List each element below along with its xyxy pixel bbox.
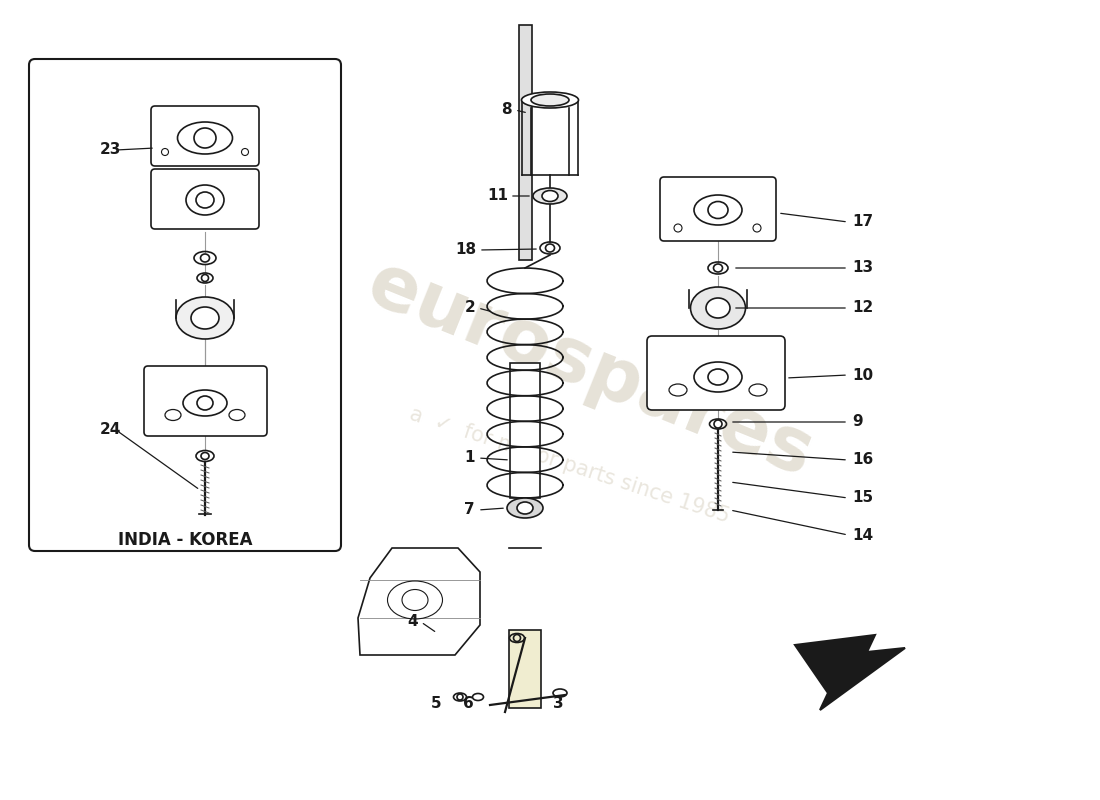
Bar [519, 25, 532, 260]
Text: 24: 24 [100, 422, 121, 438]
FancyBboxPatch shape [660, 177, 776, 241]
Text: 2: 2 [464, 301, 475, 315]
FancyBboxPatch shape [144, 366, 267, 436]
Ellipse shape [191, 307, 219, 329]
Text: 15: 15 [852, 490, 873, 506]
Text: a  ✓  for motor parts since 1985: a ✓ for motor parts since 1985 [407, 404, 733, 526]
Text: 12: 12 [852, 301, 873, 315]
Text: 4: 4 [407, 614, 418, 630]
FancyBboxPatch shape [151, 169, 258, 229]
Text: 9: 9 [852, 414, 862, 430]
Text: 17: 17 [852, 214, 873, 230]
FancyBboxPatch shape [29, 59, 341, 551]
Text: 8: 8 [502, 102, 512, 118]
Ellipse shape [542, 190, 558, 202]
Bar [509, 630, 541, 708]
Text: 3: 3 [552, 695, 563, 710]
Ellipse shape [521, 92, 579, 108]
FancyBboxPatch shape [647, 336, 785, 410]
Text: 1: 1 [464, 450, 475, 466]
Ellipse shape [507, 498, 543, 518]
Text: eurospares: eurospares [356, 247, 824, 493]
Bar [510, 363, 540, 498]
Text: INDIA - KOREA: INDIA - KOREA [118, 531, 252, 549]
Text: 11: 11 [487, 189, 508, 203]
Ellipse shape [706, 298, 730, 318]
Text: 7: 7 [464, 502, 475, 518]
Text: 16: 16 [852, 453, 873, 467]
Text: 13: 13 [852, 261, 873, 275]
Polygon shape [795, 635, 905, 710]
Text: 6: 6 [463, 695, 473, 710]
Ellipse shape [691, 287, 746, 329]
Ellipse shape [534, 188, 566, 204]
Text: 14: 14 [852, 527, 873, 542]
Text: 5: 5 [431, 695, 441, 710]
Text: 10: 10 [852, 367, 873, 382]
Text: 23: 23 [100, 142, 121, 158]
Polygon shape [358, 548, 480, 655]
Ellipse shape [176, 297, 234, 339]
Text: 18: 18 [455, 242, 476, 258]
FancyBboxPatch shape [151, 106, 258, 166]
Ellipse shape [531, 94, 569, 106]
Ellipse shape [517, 502, 534, 514]
